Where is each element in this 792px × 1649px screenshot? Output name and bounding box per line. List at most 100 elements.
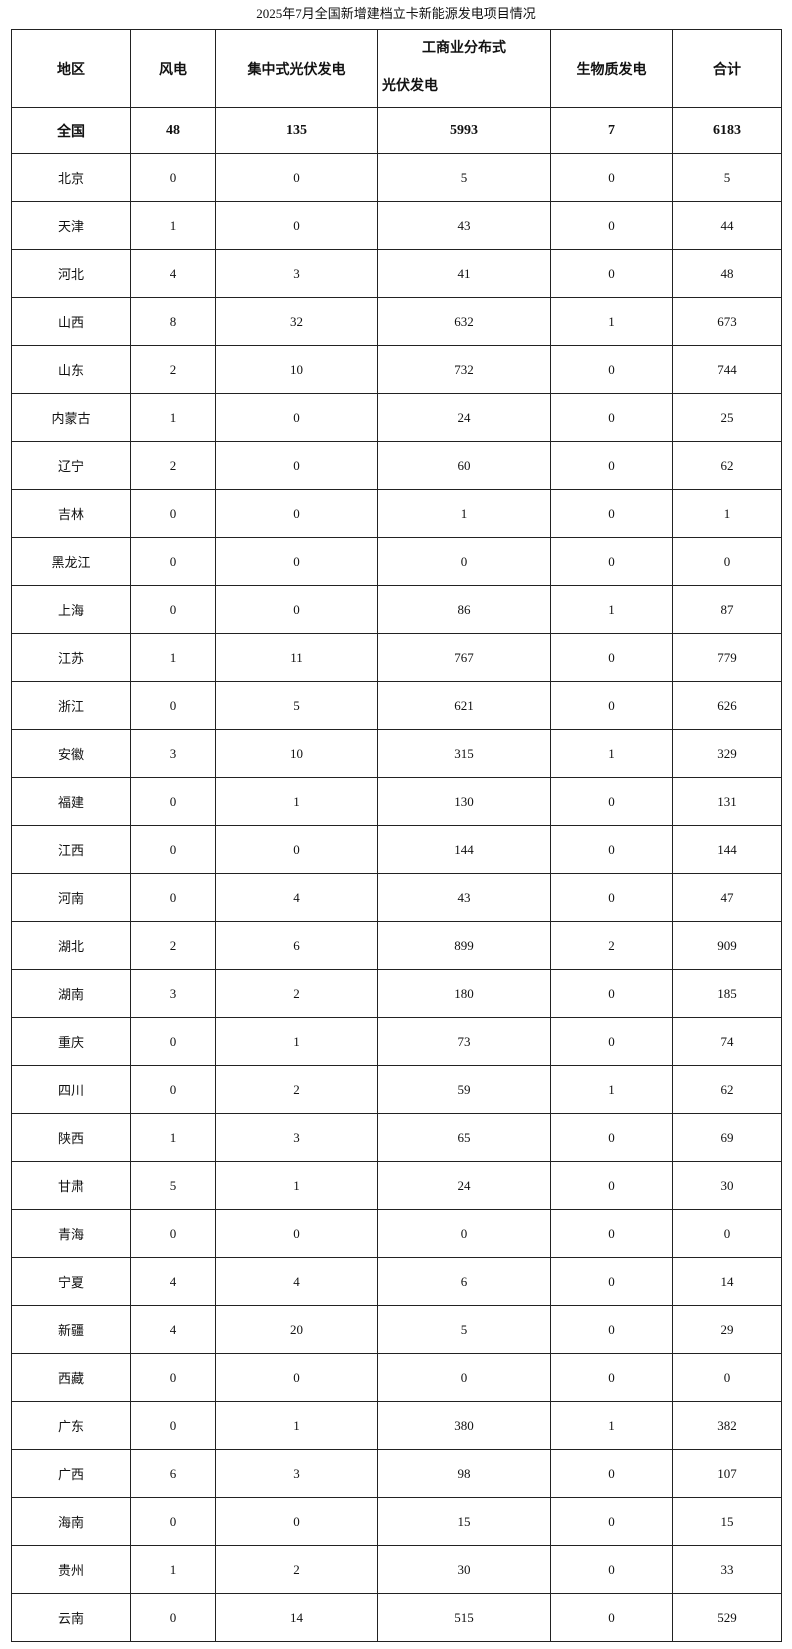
value-cell: 5 [672, 153, 782, 202]
value-cell: 0 [550, 1017, 673, 1066]
value-cell: 30 [377, 1545, 551, 1594]
region-cell: 云南 [11, 1593, 131, 1642]
value-cell: 73 [377, 1017, 551, 1066]
value-cell: 8 [130, 297, 216, 346]
value-cell: 3 [130, 729, 216, 778]
value-cell: 87 [672, 585, 782, 634]
table-row: 河北 4 3 41 0 48 [11, 249, 782, 298]
value-cell: 0 [215, 537, 378, 586]
value-cell: 0 [550, 1113, 673, 1162]
header-centralized-pv: 集中式光伏发电 [215, 29, 378, 108]
value-cell: 69 [672, 1113, 782, 1162]
value-cell: 62 [672, 1065, 782, 1114]
region-cell: 甘肃 [11, 1161, 131, 1210]
table-row: 广东 0 1 380 1 382 [11, 1401, 782, 1450]
value-cell: 3 [215, 1449, 378, 1498]
value-cell: 15 [672, 1497, 782, 1546]
region-cell: 陕西 [11, 1113, 131, 1162]
table-row: 西藏 0 0 0 0 0 [11, 1353, 782, 1402]
value-cell: 0 [215, 1497, 378, 1546]
region-cell: 上海 [11, 585, 131, 634]
value-cell: 380 [377, 1401, 551, 1450]
value-cell: 1 [130, 393, 216, 442]
value-cell: 2 [130, 921, 216, 970]
value-cell: 632 [377, 297, 551, 346]
region-cell: 四川 [11, 1065, 131, 1114]
value-cell: 0 [550, 1545, 673, 1594]
value-cell: 44 [672, 201, 782, 250]
value-cell: 0 [130, 585, 216, 634]
value-cell: 767 [377, 633, 551, 682]
region-cell: 江苏 [11, 633, 131, 682]
header-total: 合计 [672, 29, 782, 108]
table-row: 新疆 4 20 5 0 29 [11, 1305, 782, 1354]
value-cell: 0 [672, 537, 782, 586]
header-biomass: 生物质发电 [550, 29, 673, 108]
value-cell: 0 [550, 777, 673, 826]
table-row: 山东 2 10 732 0 744 [11, 345, 782, 394]
value-cell: 0 [130, 1209, 216, 1258]
value-cell: 98 [377, 1449, 551, 1498]
value-cell: 0 [550, 1593, 673, 1642]
value-cell: 0 [130, 873, 216, 922]
value-cell: 130 [377, 777, 551, 826]
value-cell: 0 [550, 441, 673, 490]
value-cell: 14 [215, 1593, 378, 1642]
value-cell: 899 [377, 921, 551, 970]
header-row: 地区 风电 集中式光伏发电 工商业分布式 光伏发电 生物质发电 合计 [11, 29, 782, 108]
region-cell: 海南 [11, 1497, 131, 1546]
table-row: 河南 0 4 43 0 47 [11, 873, 782, 922]
value-cell: 0 [130, 537, 216, 586]
value-cell: 30 [672, 1161, 782, 1210]
value-cell: 43 [377, 201, 551, 250]
value-cell: 0 [130, 825, 216, 874]
value-cell: 14 [672, 1257, 782, 1306]
value-cell: 0 [550, 1209, 673, 1258]
value-cell: 0 [130, 489, 216, 538]
value-cell: 0 [130, 681, 216, 730]
value-cell: 0 [550, 681, 673, 730]
table-row: 青海 0 0 0 0 0 [11, 1209, 782, 1258]
table-row: 江西 0 0 144 0 144 [11, 825, 782, 874]
region-cell: 青海 [11, 1209, 131, 1258]
table-row: 黑龙江 0 0 0 0 0 [11, 537, 782, 586]
value-cell: 0 [215, 1209, 378, 1258]
value-cell: 11 [215, 633, 378, 682]
value-cell: 24 [377, 1161, 551, 1210]
value-cell: 6 [130, 1449, 216, 1498]
value-cell: 25 [672, 393, 782, 442]
table-row: 山西 8 32 632 1 673 [11, 297, 782, 346]
value-cell: 329 [672, 729, 782, 778]
value-cell: 0 [215, 441, 378, 490]
region-cell: 广东 [11, 1401, 131, 1450]
value-cell: 4 [130, 1305, 216, 1354]
value-cell: 2 [130, 345, 216, 394]
value-cell: 0 [550, 249, 673, 298]
cell: 135 [215, 107, 378, 154]
cell: 全国 [11, 107, 131, 154]
value-cell: 1 [130, 633, 216, 682]
value-cell: 20 [215, 1305, 378, 1354]
region-cell: 辽宁 [11, 441, 131, 490]
value-cell: 0 [672, 1209, 782, 1258]
region-cell: 吉林 [11, 489, 131, 538]
value-cell: 0 [130, 153, 216, 202]
value-cell: 1 [550, 1401, 673, 1450]
value-cell: 43 [377, 873, 551, 922]
value-cell: 1 [550, 585, 673, 634]
value-cell: 382 [672, 1401, 782, 1450]
value-cell: 0 [550, 873, 673, 922]
value-cell: 74 [672, 1017, 782, 1066]
value-cell: 47 [672, 873, 782, 922]
header-distributed-pv-line1: 工商业分布式 [422, 40, 506, 56]
value-cell: 29 [672, 1305, 782, 1354]
table-row: 湖北 2 6 899 2 909 [11, 921, 782, 970]
region-cell: 山东 [11, 345, 131, 394]
value-cell: 5 [215, 681, 378, 730]
table-row: 辽宁 2 0 60 0 62 [11, 441, 782, 490]
value-cell: 15 [377, 1497, 551, 1546]
value-cell: 0 [550, 489, 673, 538]
value-cell: 0 [215, 393, 378, 442]
value-cell: 62 [672, 441, 782, 490]
cell: 7 [550, 107, 673, 154]
